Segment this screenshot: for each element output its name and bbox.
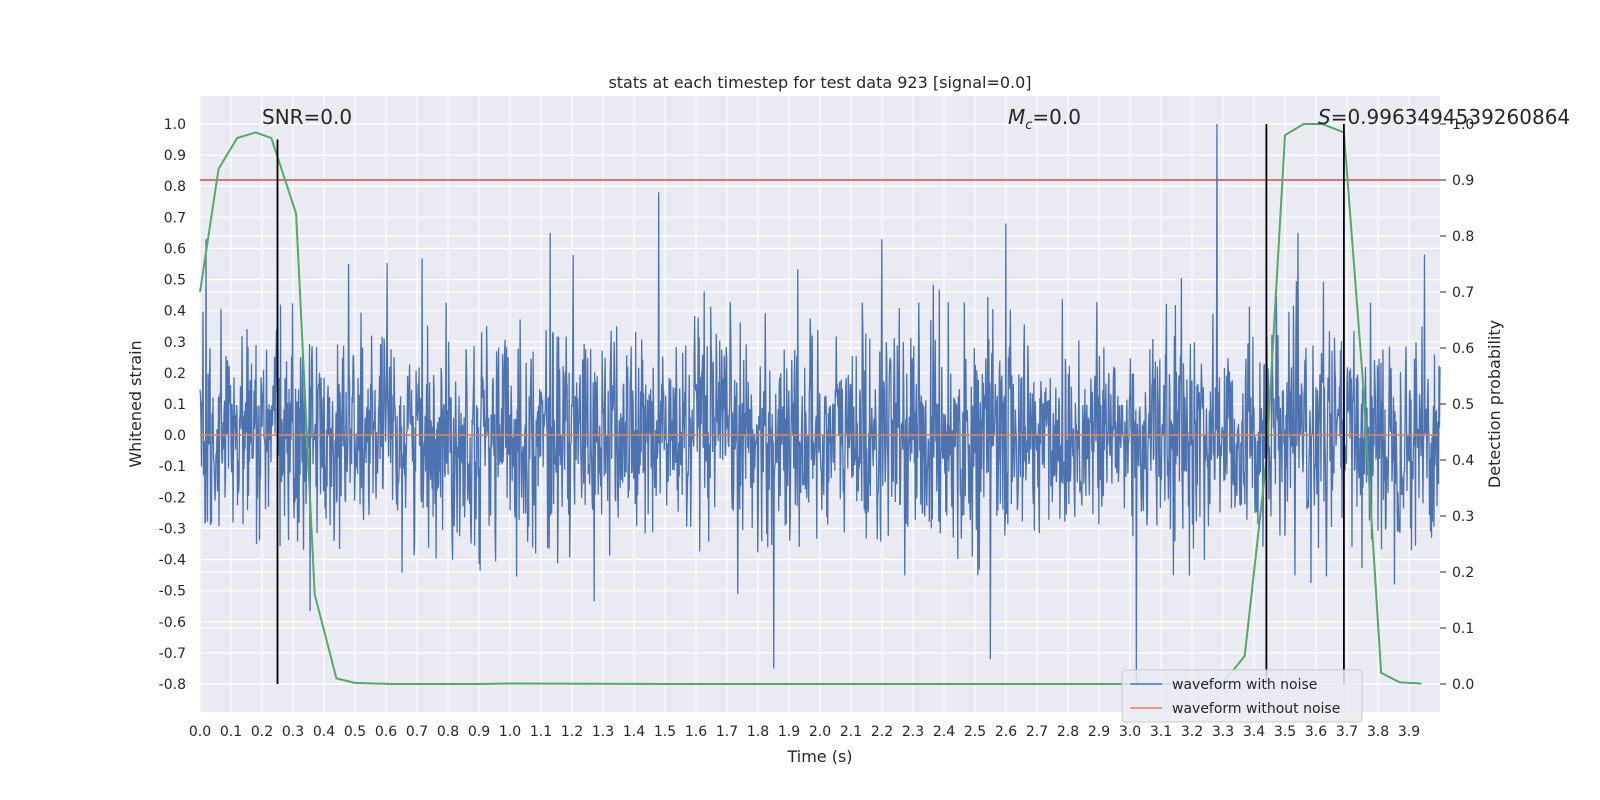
x-tick-label: 2.5: [964, 724, 986, 740]
snr-annotation: SNR=0.0: [262, 105, 352, 129]
x-tick-label: 2.0: [809, 724, 831, 740]
x-tick-label: 2.4: [933, 724, 955, 740]
x-tick-label: 3.3: [1212, 724, 1234, 740]
x-tick-label: 3.2: [1181, 724, 1203, 740]
x-tick-label: 0.4: [313, 724, 335, 740]
x-tick-label: 0.2: [251, 724, 273, 740]
y-tick-label: -0.8: [159, 677, 186, 693]
y-right-tick-label: 0.6: [1452, 341, 1474, 357]
x-tick-label: 2.8: [1057, 724, 1079, 740]
y-axis-right-label: Detection probability: [1485, 320, 1504, 488]
x-tick-label: 2.9: [1088, 724, 1110, 740]
y-tick-label: 0.4: [164, 304, 186, 320]
y-tick-label: 0.1: [164, 397, 186, 413]
x-tick-label: 1.2: [561, 724, 583, 740]
y-right-tick-label: 0.5: [1452, 397, 1474, 413]
x-tick-label: 1.8: [747, 724, 769, 740]
x-tick-label: 3.4: [1243, 724, 1265, 740]
legend-label-clean: waveform without noise: [1172, 701, 1340, 717]
x-tick-label: 2.7: [1026, 724, 1048, 740]
x-tick-label: 3.5: [1274, 724, 1296, 740]
x-tick-label: 0.8: [437, 724, 459, 740]
y-right-tick-label: 0.2: [1452, 565, 1474, 581]
y-tick-label: -0.7: [159, 646, 186, 662]
x-tick-label: 2.3: [902, 724, 924, 740]
x-tick-label: 1.1: [530, 724, 552, 740]
x-tick-label: 1.5: [654, 724, 676, 740]
x-tick-label: 1.9: [778, 724, 800, 740]
y-right-tick-label: 0.8: [1452, 229, 1474, 245]
y-tick-label: -0.5: [159, 584, 186, 600]
y-tick-label: 0.2: [164, 366, 186, 382]
x-tick-label: 1.4: [623, 724, 645, 740]
y-tick-label: 0.5: [164, 273, 186, 289]
x-tick-label: 3.1: [1150, 724, 1172, 740]
y-right-tick-label: 0.0: [1452, 677, 1474, 693]
y-tick-label: -0.2: [159, 490, 186, 506]
mc-value: =0.0: [1032, 105, 1081, 129]
legend-box: [1121, 669, 1363, 723]
x-tick-label: 2.2: [871, 724, 893, 740]
noise-series: [199, 123, 1441, 685]
y-right-tick-label: 0.4: [1452, 453, 1474, 469]
y-tick-label: 1.0: [164, 117, 186, 133]
ticks: 0.0 0.1 0.2 0.3 0.4 0.5 0.6 0.7 0.8 0.9 1.0 1.1 1.2 1…: [159, 117, 1475, 740]
y-tick-label: 0.6: [164, 241, 186, 257]
x-tick-label: 3.6: [1305, 724, 1327, 740]
x-tick-label: 1.3: [592, 724, 614, 740]
mc-subscript: c: [1025, 118, 1032, 133]
s-symbol: S: [1318, 105, 1331, 129]
y-right-tick-label: 0.7: [1452, 285, 1474, 301]
mc-annotation: Mc=0.0: [1008, 105, 1081, 133]
x-tick-label: 3.9: [1398, 724, 1420, 740]
y-tick-label: -0.4: [159, 553, 186, 569]
legend-label-noise: waveform with noise: [1172, 677, 1317, 693]
grid: [199, 96, 1440, 712]
overlay-lines: [199, 123, 1440, 685]
x-tick-label: 0.9: [468, 724, 490, 740]
s-annotation: S=0.9963494539260864: [1318, 105, 1570, 129]
y-tick-label: 0.7: [164, 210, 186, 226]
y-tick-label: 0.9: [164, 148, 186, 164]
x-tick-label: 0.5: [344, 724, 366, 740]
series-waveform-with-noise: [199, 123, 1441, 685]
y-tick-label: -0.6: [159, 615, 186, 631]
y-right-tick-label: 0.9: [1452, 173, 1474, 189]
series-detection-probability: [199, 123, 1422, 685]
y-right-tick-label: 1.0: [1452, 117, 1474, 133]
y-tick-label: -0.3: [159, 521, 186, 537]
x-tick-label: 0.0: [189, 724, 211, 740]
x-axis-label: Time (s): [786, 747, 852, 766]
y-tick-label: 0.8: [164, 179, 186, 195]
x-tick-label: 1.0: [499, 724, 521, 740]
x-tick-label: 0.1: [220, 724, 242, 740]
x-tick-label: 0.6: [375, 724, 397, 740]
chart-title: stats at each timestep for test data 923…: [608, 73, 1031, 92]
x-tick-label: 2.6: [995, 724, 1017, 740]
x-tick-label: 1.6: [685, 724, 707, 740]
y-right-tick-label: 0.3: [1452, 509, 1474, 525]
x-tick-label: 1.7: [716, 724, 738, 740]
x-tick-label: 3.8: [1367, 724, 1389, 740]
x-tick-label: 3.0: [1119, 724, 1141, 740]
y-tick-label: 0.0: [164, 428, 186, 444]
y-tick-label: -0.1: [159, 459, 186, 475]
y-tick-label: 0.3: [164, 335, 186, 351]
s-value: =0.9963494539260864: [1331, 105, 1570, 129]
x-tick-label: 0.7: [406, 724, 428, 740]
y-axis-label: Whitened strain: [126, 340, 145, 467]
x-tick-label: 2.1: [840, 724, 862, 740]
legend: waveform with noise waveform without noi…: [1121, 669, 1363, 723]
x-tick-label: 3.7: [1336, 724, 1358, 740]
x-tick-label: 0.3: [282, 724, 304, 740]
mc-symbol: M: [1008, 105, 1025, 129]
y-right-tick-label: 0.1: [1452, 621, 1474, 637]
